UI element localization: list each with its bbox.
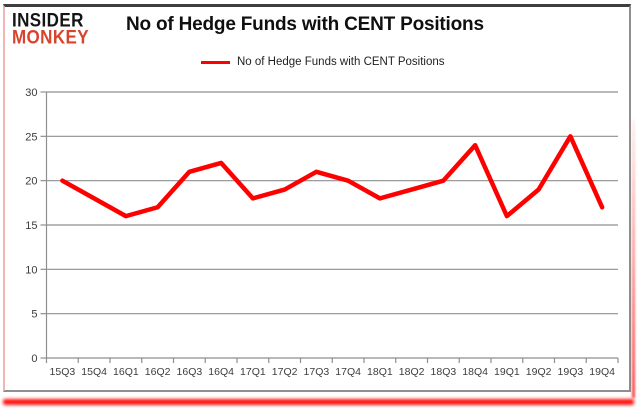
svg-text:17Q2: 17Q2 xyxy=(272,366,298,378)
svg-text:15: 15 xyxy=(25,220,37,232)
svg-text:20: 20 xyxy=(25,176,37,188)
svg-text:19Q3: 19Q3 xyxy=(558,366,584,378)
logo-line-insider: INSIDER xyxy=(12,9,84,32)
svg-text:10: 10 xyxy=(25,264,37,276)
chart-legend: No of Hedge Funds with CENT Positions xyxy=(201,56,445,68)
svg-text:19Q4: 19Q4 xyxy=(589,366,615,378)
insider-monkey-logo: INSIDER MONKEY xyxy=(12,9,90,49)
svg-text:18Q4: 18Q4 xyxy=(462,366,488,378)
chart-svg: 0 5 10 15 20 25 30 15Q3 15Q4 16Q1 16Q2 16Q3 16Q4 17Q1… xyxy=(25,87,619,378)
svg-text:19Q2: 19Q2 xyxy=(526,366,552,378)
svg-text:18Q3: 18Q3 xyxy=(431,366,457,378)
svg-text:15Q3: 15Q3 xyxy=(50,366,76,378)
legend-line-swatch xyxy=(201,60,230,64)
svg-text:18Q1: 18Q1 xyxy=(367,366,393,378)
svg-text:0: 0 xyxy=(31,353,37,365)
svg-text:15Q4: 15Q4 xyxy=(81,366,107,378)
svg-text:19Q1: 19Q1 xyxy=(494,366,520,378)
svg-text:25: 25 xyxy=(25,131,37,143)
legend-label: No of Hedge Funds with CENT Positions xyxy=(237,56,445,68)
svg-text:5: 5 xyxy=(31,309,37,321)
frame-bottom-red-border xyxy=(3,399,634,405)
svg-text:16Q4: 16Q4 xyxy=(208,366,234,378)
line-chart: 0 5 10 15 20 25 30 15Q3 15Q4 16Q1 16Q2 16Q3 16Q4 17Q1… xyxy=(0,78,637,394)
logo-line-monkey: MONKEY xyxy=(12,27,90,49)
frame-right-red-border xyxy=(632,120,635,398)
svg-text:16Q1: 16Q1 xyxy=(113,366,139,378)
svg-text:30: 30 xyxy=(25,87,37,99)
svg-text:16Q3: 16Q3 xyxy=(177,366,203,378)
svg-text:17Q3: 17Q3 xyxy=(304,366,330,378)
svg-text:17Q1: 17Q1 xyxy=(240,366,266,378)
svg-text:16Q2: 16Q2 xyxy=(145,366,171,378)
svg-text:18Q2: 18Q2 xyxy=(399,366,425,378)
page-title: No of Hedge Funds with CENT Positions xyxy=(126,14,484,35)
svg-text:17Q4: 17Q4 xyxy=(335,366,361,378)
